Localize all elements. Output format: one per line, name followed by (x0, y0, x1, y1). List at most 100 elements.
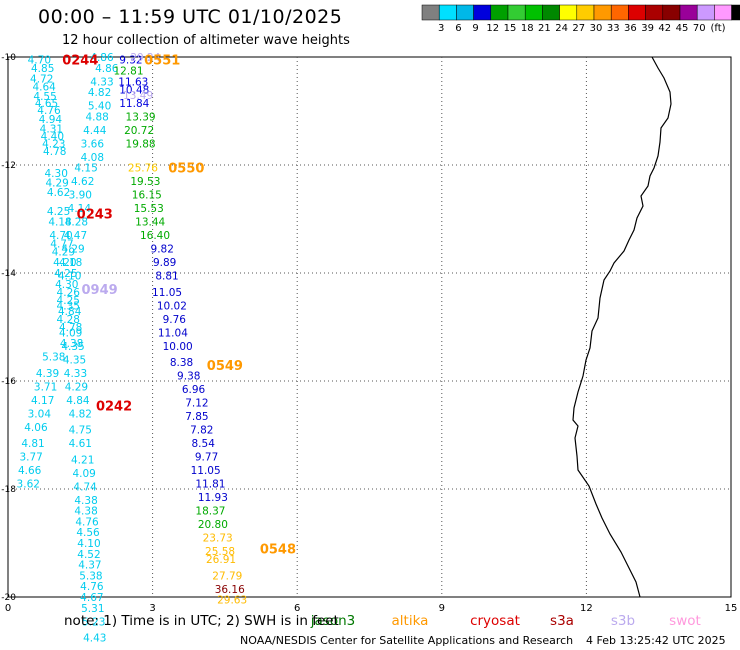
pass-label: 0243 (77, 208, 113, 223)
y-tick-label: -14 (1, 269, 16, 279)
wave-height-label: 4.29 (45, 177, 68, 189)
color-swatch (731, 4, 740, 21)
wave-height-label: 4.84 (66, 395, 90, 407)
wave-height-label: 23.73 (203, 533, 233, 545)
wave-height-label: 4.38 (74, 495, 97, 507)
wave-height-label: 4.75 (69, 425, 92, 437)
y-tick-label: -10 (1, 53, 16, 63)
wave-height-label: 27.79 (212, 570, 242, 582)
wave-height-label: 4.31 (40, 123, 63, 135)
color-swatch (576, 4, 595, 21)
wave-height-label: 3.71 (34, 381, 57, 393)
wave-height-label: 6.96 (182, 384, 206, 396)
pass-label: 0551 (144, 54, 180, 69)
wave-height-label: 4.30 (45, 168, 68, 180)
plot-frame (7, 56, 732, 598)
wave-height-label: 4.38 (74, 506, 97, 518)
wave-height-label: 4.62 (71, 176, 94, 188)
wave-height-label: 4.67 (80, 592, 103, 604)
wave-height-label: 4.10 (58, 271, 81, 283)
color-scale-label: 33 (607, 23, 620, 34)
color-scale-label: 9 (472, 23, 478, 34)
wave-height-label: 11.04 (158, 327, 188, 339)
color-scale-unit: (ft) (710, 23, 725, 34)
wave-height-label: 11.63 (118, 76, 148, 88)
wave-height-label: 4.64 (32, 82, 56, 94)
wave-height-label: 4.39 (36, 368, 59, 380)
wave-height-label: 9.77 (195, 452, 218, 464)
color-swatch (559, 4, 578, 21)
x-tick-label: 6 (294, 603, 300, 614)
wave-height-label: 4.18 (48, 217, 71, 229)
satellite-legend-s3a: s3a (550, 613, 574, 629)
wave-height-label: 26.91 (206, 554, 236, 566)
wave-height-label: 4.86 (90, 52, 114, 64)
wave-height-label: 4.25 (57, 295, 80, 307)
wave-height-label: 4.35 (57, 300, 80, 312)
wave-height-label: 5.38 (42, 352, 65, 364)
wave-height-label: 12.81 (113, 66, 143, 78)
satellite-legend-jason3: jason3 (310, 613, 355, 629)
wave-height-label: 4.86 (95, 63, 119, 75)
color-swatch (645, 4, 664, 21)
color-scale-label: 30 (590, 23, 603, 34)
wave-height-label: 9.82 (151, 244, 174, 256)
color-scale-label: 12 (486, 23, 499, 34)
wave-height-label: 4.62 (47, 187, 70, 199)
wave-height-label: 16.40 (140, 230, 170, 242)
wave-height-label: 7.85 (185, 411, 208, 423)
wave-height-label: 25.76 (128, 163, 158, 175)
wave-height-label: 9.76 (163, 314, 187, 326)
wave-height-label: 11.84 (119, 98, 149, 110)
wave-height-label: 4.09 (59, 327, 82, 339)
wave-height-label: 3.66 (81, 138, 105, 150)
wave-height-label: 4.55 (33, 91, 56, 103)
color-swatch (473, 4, 492, 21)
wave-height-label: 20.72 (124, 125, 154, 137)
wave-height-label: 4.17 (31, 395, 54, 407)
coastline (572, 56, 672, 598)
wave-height-label: 11.05 (191, 465, 221, 477)
wave-height-label: 3.04 (28, 408, 52, 420)
wave-height-label: 4.70 (28, 55, 51, 67)
wave-height-label: 8.81 (155, 271, 178, 283)
x-tick-label: 3 (149, 603, 155, 614)
wave-height-label: 4.18 (59, 257, 82, 269)
color-swatch (438, 4, 457, 21)
color-swatch (628, 4, 646, 21)
wave-height-label: 4.14 (68, 203, 92, 215)
color-swatch (662, 4, 681, 21)
wave-height-label: 4.20 (53, 257, 76, 269)
wave-height-label: 10.02 (157, 300, 187, 312)
color-scale-label: 27 (572, 23, 585, 34)
wave-height-label: 11.81 (195, 479, 225, 491)
x-tick-label: 9 (439, 603, 445, 614)
wave-height-label: 4.61 (69, 438, 92, 450)
satellite-legend-s3b: s3b (611, 613, 635, 629)
color-scale-label: 6 (455, 23, 461, 34)
wave-height-label: 29.24 (130, 52, 160, 64)
wave-height-label: 4.65 (35, 98, 58, 110)
wave-height-label: 4.21 (71, 454, 94, 466)
wave-height-label: 3.90 (69, 190, 92, 202)
wave-height-label: 3.77 (19, 452, 42, 464)
wave-height-label: 9.38 (177, 371, 200, 383)
wave-height-label: 9.89 (153, 257, 176, 269)
pass-label: 0949 (81, 283, 117, 298)
color-scale-label: 3 (438, 23, 444, 34)
wave-height-label: 4.06 (24, 422, 48, 434)
x-tick-label: 15 (725, 603, 738, 614)
wave-height-label: 15.53 (134, 203, 164, 215)
color-swatch (456, 4, 474, 21)
wave-height-label: 4.47 (64, 230, 87, 242)
x-tick-label: 0 (5, 603, 11, 614)
x-tick-label: 12 (580, 603, 593, 614)
y-tick-label: -12 (1, 161, 16, 171)
wave-height-label: 5.40 (88, 101, 111, 113)
satellite-legend-swot: swot (669, 613, 701, 629)
wave-height-label: 4.26 (57, 287, 81, 299)
color-swatch (421, 4, 440, 21)
wave-height-label: 4.33 (90, 76, 113, 88)
wave-height-label: 4.70 (49, 230, 72, 242)
color-swatch (610, 4, 629, 21)
